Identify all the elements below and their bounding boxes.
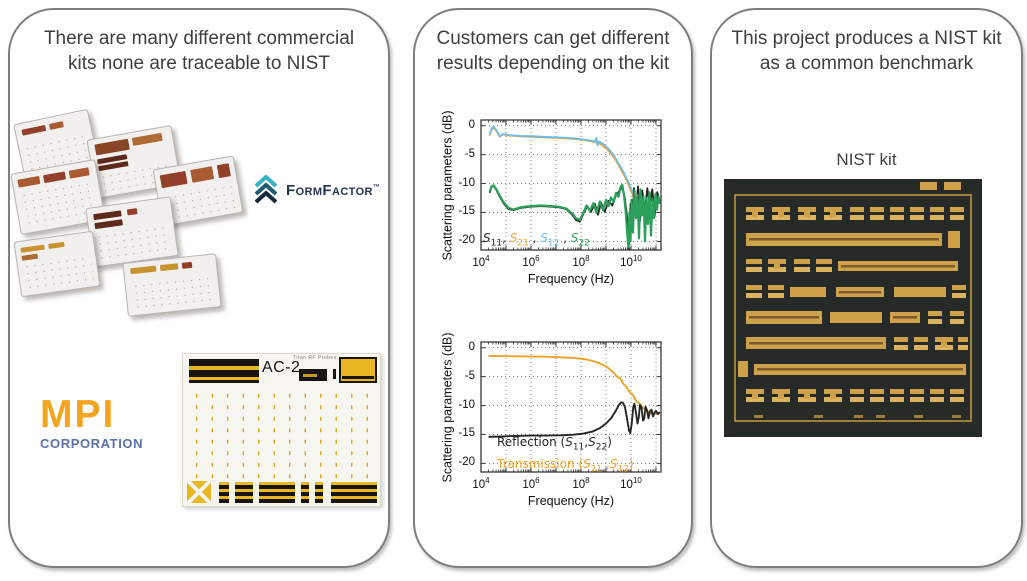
- s-parameter-chart-bottom: 0 -5 -10 -15 -20 104 106 108 1010 Scattering para…: [437, 330, 673, 518]
- x-tick-label: 108: [572, 254, 590, 269]
- ac2-cal-structure: [301, 482, 309, 503]
- x-tick-label: 104: [472, 476, 490, 491]
- mpi-logo-text: MPI: [40, 393, 116, 436]
- ac2-cal-structure: [259, 482, 295, 503]
- panel-left-title: There are many different commercial kits…: [10, 26, 388, 76]
- x-tick-label: 106: [522, 476, 540, 491]
- y-tick-label: -5: [464, 369, 475, 382]
- panel-left-title-line2: kits none are traceable to NIST: [68, 53, 330, 74]
- ac2-cal-structure: [315, 482, 323, 503]
- chart-legend: S11, S21 , S12 , S22: [483, 231, 590, 249]
- x-tick-label: 104: [472, 254, 490, 269]
- x-tick-label: 1010: [620, 476, 642, 491]
- x-tick-label: 106: [522, 254, 540, 269]
- series-reflection: [488, 401, 661, 438]
- panel-commercial-kits: There are many different commercial kits…: [8, 8, 390, 568]
- y-tick-label: -15: [458, 427, 475, 440]
- kit-substrate-card: [85, 196, 179, 268]
- series-s22: [488, 183, 661, 250]
- y-tick-label: -20: [458, 456, 475, 469]
- x-tick-label: 1010: [620, 254, 642, 269]
- x-axis-label: Frequency (Hz): [527, 494, 615, 508]
- commercial-kits-photo: [10, 108, 267, 358]
- ac2-cal-structure: [235, 482, 253, 503]
- nist-kit-chip-svg: [724, 179, 982, 437]
- x-tick-label: 108: [572, 476, 590, 491]
- panel-middle-title-line2: results depending on the kit: [436, 53, 670, 74]
- mpi-logo-subtext: CORPORATION: [40, 436, 144, 451]
- s-parameter-chart-top: 0 -5 -10 -15 -20 104 106 108 1010 Scattering para…: [437, 108, 673, 296]
- kit-substrate-card: [122, 253, 222, 317]
- y-tick-label: -20: [458, 234, 475, 247]
- y-tick-label: 0: [468, 340, 475, 353]
- panel-right-title: This project produces a NIST kit as a co…: [712, 26, 1021, 76]
- ac2-cal-structure: [219, 482, 229, 503]
- panel-middle-title-line1: Customers can get different: [436, 28, 670, 49]
- nist-kit-label: NIST kit: [836, 150, 897, 169]
- nist-kit-chip-image: [724, 179, 982, 437]
- y-tick-label: -10: [458, 176, 475, 189]
- y-axis-label: Scattering parameters (dB): [440, 110, 455, 261]
- formfactor-logo-text: FormFactor™: [286, 181, 381, 199]
- formfactor-trademark: ™: [372, 183, 381, 191]
- series-transmission: [488, 354, 659, 416]
- formfactor-logo-icon: [254, 175, 278, 204]
- ac2-label: AC-2: [262, 359, 301, 376]
- chart-plot-svg: [480, 341, 662, 473]
- panel-nist-kit: This project produces a NIST kit as a co…: [710, 8, 1023, 568]
- series-s12: [488, 125, 640, 209]
- formfactor-logo: FormFactor™: [250, 170, 396, 210]
- panel-right-title-line1: This project produces a NIST kit: [731, 28, 1002, 49]
- panel-left-title-line1: There are many different commercial: [43, 28, 355, 49]
- ac2-tick-mark: [333, 369, 336, 379]
- panel-middle-title: Customers can get different results depe…: [415, 26, 691, 76]
- ac2-cal-structure: [331, 482, 377, 503]
- kit-substrate-card: [13, 230, 101, 298]
- panel-right-title-line2: as a common benchmark: [759, 53, 974, 74]
- y-tick-label: 0: [468, 118, 475, 131]
- ac2-alignment-block: [189, 359, 259, 383]
- chart-legend: Reflection (S11,S22) Transmission (S21 ,S…: [497, 435, 634, 475]
- ac2-corner-square: [187, 481, 211, 503]
- panel-customer-results: Customers can get different results depe…: [413, 8, 693, 568]
- y-tick-label: -15: [458, 205, 475, 218]
- ac2-small-block: [299, 369, 327, 381]
- mpi-logo: MPI CORPORATION: [40, 393, 170, 451]
- y-tick-label: -10: [458, 398, 475, 411]
- x-axis-label: Frequency (Hz): [527, 272, 615, 286]
- ac2-vendor-text: Titan RF Probes: [293, 355, 337, 361]
- chart-plot-svg: [480, 119, 662, 251]
- y-axis-label: Scattering parameters (dB): [440, 332, 455, 483]
- ac2-pad-grid: [189, 390, 375, 480]
- ac2-gold-block: [339, 357, 377, 383]
- y-tick-label: -5: [464, 147, 475, 160]
- ac2-substrate-photo: Titan RF Probes AC-2: [182, 353, 381, 507]
